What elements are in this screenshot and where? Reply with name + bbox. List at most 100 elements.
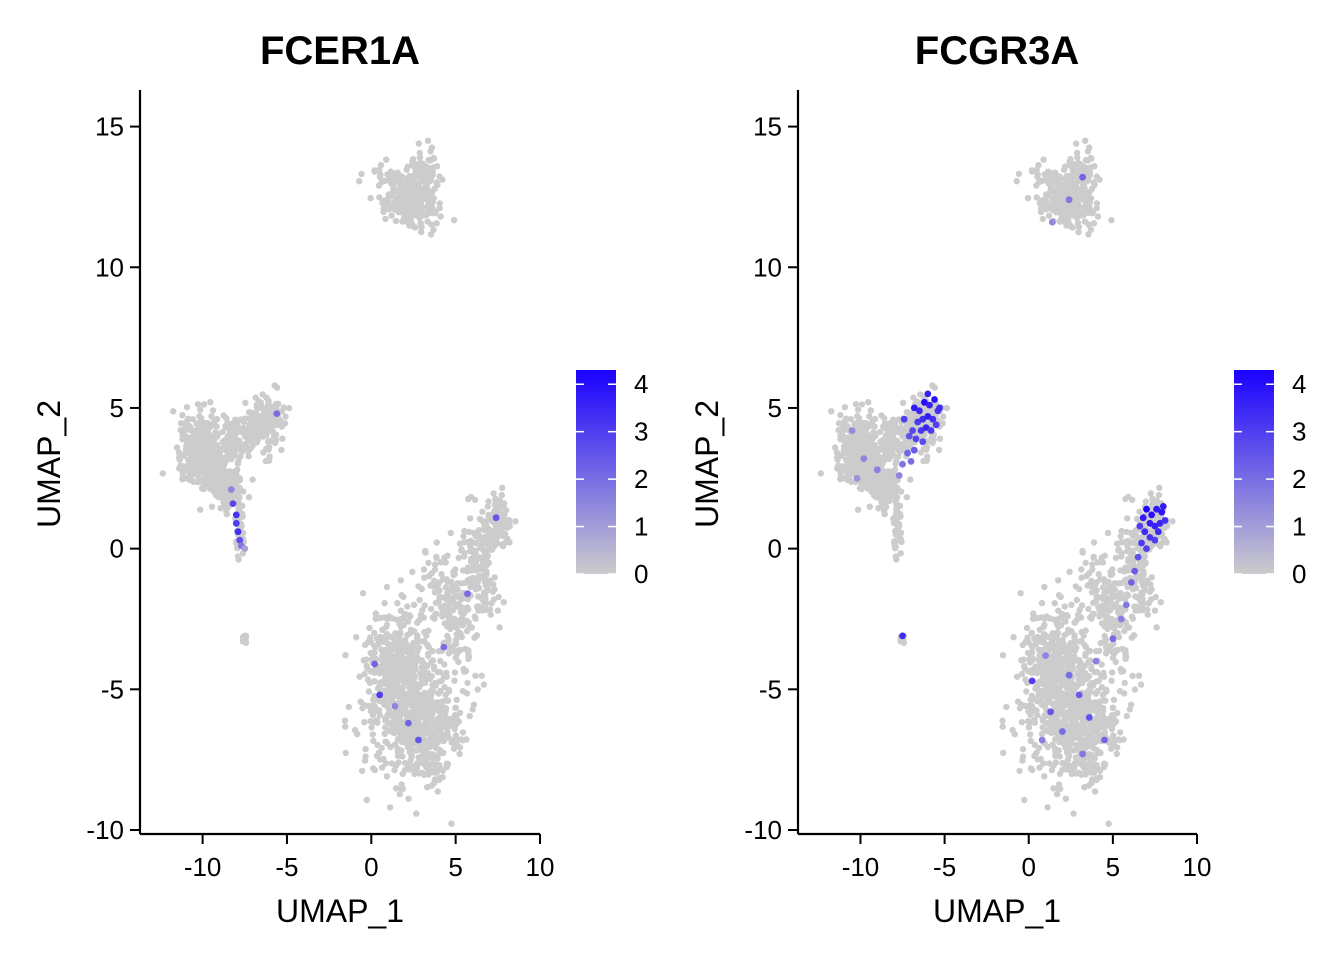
cell-point bbox=[1028, 649, 1036, 657]
cell-point bbox=[397, 577, 404, 584]
cell-point bbox=[1020, 656, 1027, 663]
cell-point bbox=[236, 494, 243, 501]
cell-point bbox=[1073, 190, 1080, 198]
cell-point bbox=[1044, 804, 1051, 811]
cell-point bbox=[475, 527, 483, 534]
cell-point bbox=[1094, 725, 1102, 733]
cell-point bbox=[906, 410, 913, 418]
cell-point bbox=[1072, 167, 1079, 175]
cell-point bbox=[920, 457, 927, 465]
cell-point bbox=[1156, 484, 1163, 491]
cell-point bbox=[279, 408, 286, 415]
expressing-cell-point bbox=[1161, 517, 1169, 524]
cell-point bbox=[423, 632, 430, 639]
cell-point bbox=[394, 736, 402, 743]
cell-point bbox=[395, 209, 402, 216]
cell-point bbox=[359, 705, 366, 712]
cell-point bbox=[896, 523, 903, 530]
cell-point bbox=[452, 640, 460, 647]
cell-point bbox=[212, 471, 220, 479]
cell-point bbox=[193, 421, 200, 428]
cell-point bbox=[1127, 529, 1134, 537]
cell-point bbox=[831, 444, 839, 451]
cell-point bbox=[892, 460, 899, 467]
cell-point bbox=[1042, 664, 1049, 671]
cell-point bbox=[405, 795, 412, 802]
cell-point bbox=[1169, 518, 1176, 525]
cell-point bbox=[1030, 707, 1037, 714]
cell-point bbox=[1090, 539, 1098, 546]
cell-point bbox=[411, 174, 418, 181]
cell-point bbox=[935, 446, 943, 454]
cell-point bbox=[929, 382, 936, 389]
cell-point bbox=[452, 593, 459, 600]
cell-point bbox=[1076, 168, 1084, 175]
cell-point bbox=[894, 445, 902, 452]
cell-point bbox=[845, 474, 852, 481]
cell-point bbox=[414, 760, 421, 767]
cell-point bbox=[1092, 580, 1099, 587]
cell-point bbox=[1045, 212, 1053, 219]
cell-point bbox=[1101, 716, 1109, 723]
cell-point bbox=[393, 665, 400, 672]
cell-point bbox=[407, 751, 415, 758]
cell-point bbox=[177, 427, 184, 434]
cell-point bbox=[847, 454, 854, 461]
cell-point bbox=[434, 762, 442, 769]
cell-point bbox=[487, 611, 494, 618]
cell-point bbox=[177, 420, 185, 427]
cell-point bbox=[1089, 566, 1096, 573]
cell-point bbox=[461, 668, 468, 675]
cell-point bbox=[1057, 699, 1064, 706]
cell-point bbox=[875, 505, 882, 512]
cell-point bbox=[179, 412, 186, 419]
cell-point bbox=[396, 704, 404, 712]
cell-point bbox=[362, 753, 369, 760]
cell-point bbox=[417, 728, 424, 736]
cell-point bbox=[442, 559, 449, 566]
cell-point bbox=[899, 399, 907, 406]
cell-point bbox=[227, 476, 235, 483]
cell-point bbox=[396, 693, 404, 700]
cell-point bbox=[384, 664, 392, 671]
cell-point bbox=[213, 423, 220, 430]
cell-point bbox=[1151, 607, 1159, 614]
cell-point bbox=[865, 446, 872, 453]
cell-point bbox=[1051, 600, 1058, 607]
cell-point bbox=[390, 176, 397, 184]
cell-point bbox=[1077, 760, 1084, 767]
cell-point bbox=[253, 401, 261, 408]
cell-point bbox=[265, 438, 272, 445]
cell-point bbox=[415, 694, 423, 701]
cell-point bbox=[427, 605, 435, 613]
cell-point bbox=[1049, 630, 1057, 637]
expressing-cell-point bbox=[924, 390, 932, 398]
cell-point bbox=[197, 428, 204, 435]
cell-point bbox=[433, 554, 440, 561]
cell-point bbox=[1091, 762, 1099, 769]
cell-point bbox=[478, 672, 485, 679]
cell-point bbox=[383, 196, 390, 204]
cell-point bbox=[365, 638, 372, 646]
cell-point bbox=[425, 199, 432, 206]
cell-point bbox=[361, 670, 368, 678]
cell-point bbox=[870, 442, 877, 450]
cell-point bbox=[195, 477, 202, 484]
expressing-cell-point bbox=[492, 514, 500, 522]
cell-point bbox=[456, 540, 464, 547]
cell-point bbox=[382, 646, 389, 654]
cell-point bbox=[425, 643, 432, 651]
cell-point bbox=[1135, 672, 1143, 679]
cell-point bbox=[465, 606, 472, 613]
cell-point bbox=[1133, 532, 1140, 539]
cell-point bbox=[414, 639, 421, 646]
expressing-cell-point bbox=[904, 449, 911, 457]
cell-point bbox=[430, 226, 437, 233]
expressing-cell-point bbox=[900, 415, 908, 423]
cell-point bbox=[428, 752, 435, 759]
cell-point bbox=[854, 406, 862, 413]
cell-point bbox=[834, 454, 841, 461]
cell-point bbox=[487, 528, 494, 536]
cell-point bbox=[1020, 662, 1028, 670]
cell-point bbox=[1130, 632, 1138, 639]
